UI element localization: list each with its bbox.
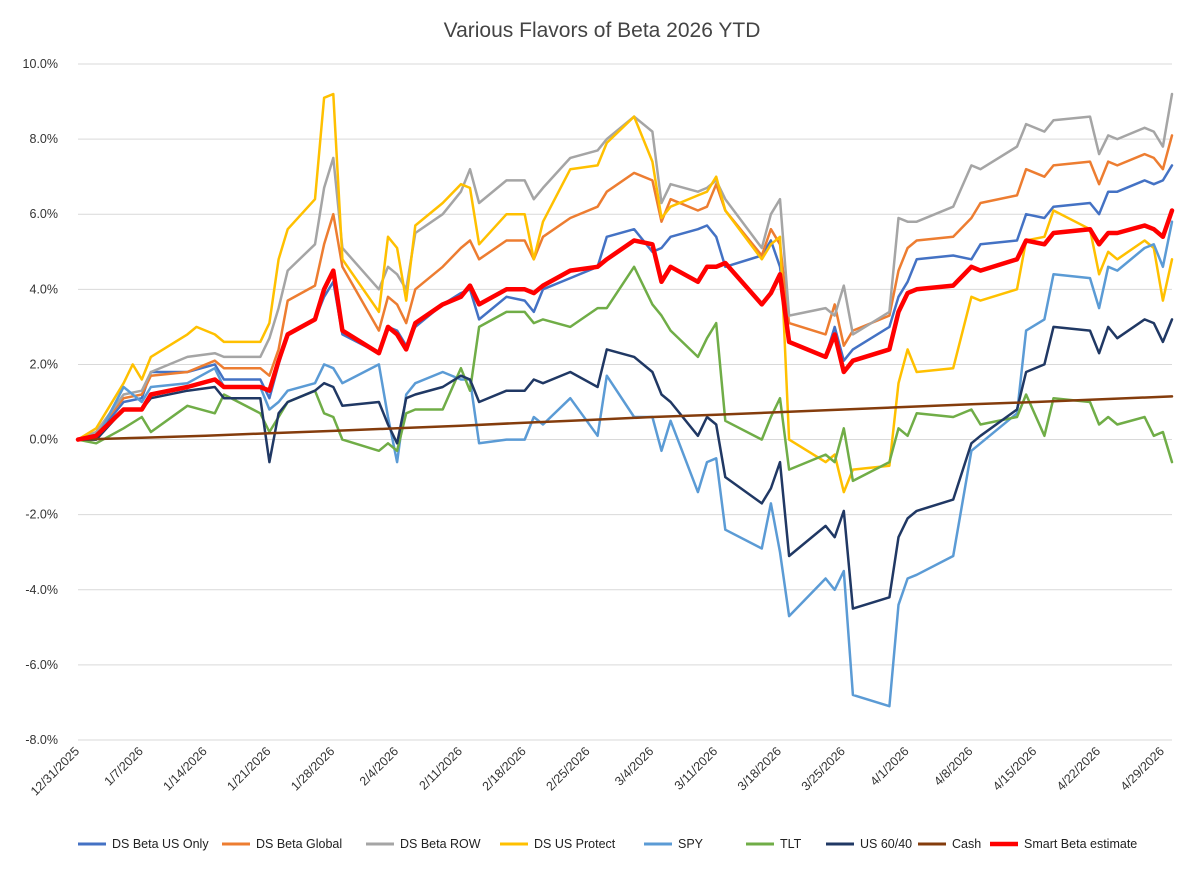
legend-label: Cash [952,837,981,851]
series-line-1 [76,134,1174,441]
series-line-8 [75,208,1175,442]
series-line-6 [76,318,1174,610]
legend-label: DS Beta ROW [400,837,481,851]
series-lines [75,92,1175,708]
series-line-2 [76,92,1174,441]
series-line-3 [76,92,1174,494]
legend-label: DS US Protect [534,837,616,851]
legend-label: DS Beta Global [256,837,342,851]
y-tick-label: 10.0% [23,57,58,71]
y-tick-label: 8.0% [30,132,59,146]
legend-label: TLT [780,837,802,851]
y-tick-label: 4.0% [30,282,59,296]
y-tick-label: -8.0% [25,733,58,747]
y-tick-label: -4.0% [25,583,58,597]
y-tick-label: 0.0% [30,433,59,447]
y-tick-label: -2.0% [25,508,58,522]
y-tick-label: -6.0% [25,658,58,672]
y-tick-label: 2.0% [30,357,59,371]
y-tick-label: 6.0% [30,207,59,221]
series-line-7 [76,395,1174,441]
legend-label: Smart Beta estimate [1024,837,1137,851]
legend-label: DS Beta US Only [112,837,209,851]
legend-label: US 60/40 [860,837,912,851]
chart-title: Various Flavors of Beta 2026 YTD [444,19,761,42]
legend: DS Beta US Only DS Beta Global DS Beta ROW… [78,837,1137,851]
legend-label: SPY [678,837,704,851]
y-axis-ticks: 10.0% 8.0% 6.0% 4.0% 2.0% 0.0% -2.0% -4.0% -6.0%… [23,57,58,747]
